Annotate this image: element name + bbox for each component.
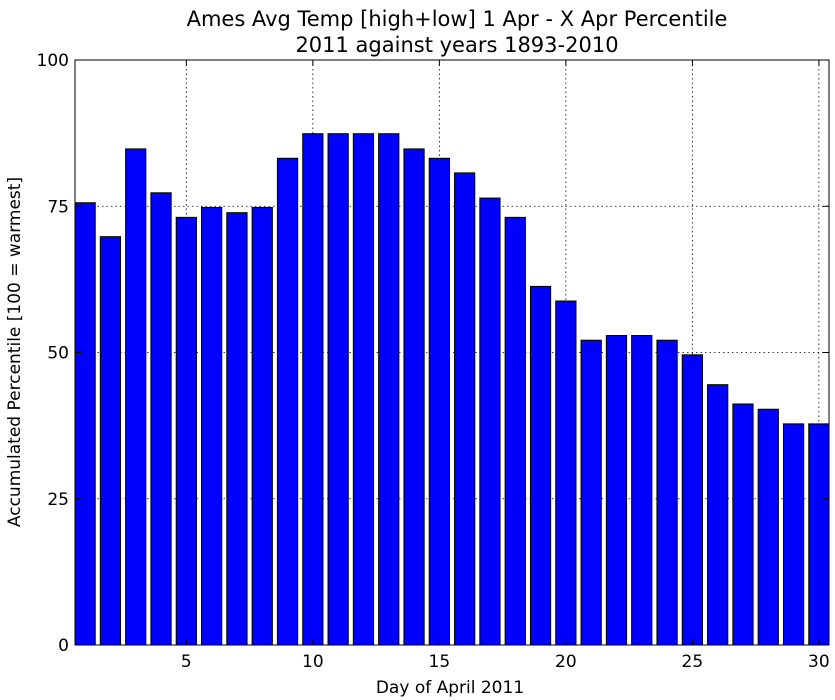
bar-day-22 [605, 335, 628, 646]
bar-day-26 [707, 384, 729, 646]
bar-series [74, 133, 830, 646]
bar-day-13 [378, 133, 400, 646]
bar-day-5 [175, 216, 197, 646]
x-tick-label: 5 [181, 652, 192, 672]
bar-day-9 [276, 157, 299, 646]
bar-day-19 [529, 285, 552, 646]
bar-day-20 [555, 300, 577, 646]
y-tick-label: 25 [47, 490, 69, 510]
bar-day-21 [580, 339, 602, 646]
y-tick-label: 75 [47, 197, 69, 217]
bar-day-6 [201, 206, 223, 646]
bar-day-25 [681, 354, 703, 646]
bar-day-11 [327, 133, 349, 646]
bar-day-3 [125, 148, 147, 646]
bar-day-29 [782, 423, 805, 646]
bar-day-2 [99, 236, 122, 646]
y-axis-label: Accumulated Percentile [100 = warmest] [5, 177, 25, 527]
bar-day-28 [757, 408, 779, 646]
bar-day-7 [226, 212, 248, 646]
y-tick-label: 0 [58, 636, 69, 656]
y-tick-label: 50 [47, 344, 69, 364]
x-tick-label: 30 [808, 652, 830, 672]
y-tick-label: 100 [37, 51, 69, 71]
x-axis-label: Day of April 2011 [376, 678, 524, 698]
bar-day-23 [631, 335, 653, 646]
bar-day-12 [352, 133, 375, 646]
bar-day-18 [504, 216, 526, 646]
chart-title: Ames Avg Temp [high+low] 1 Apr - X Apr P… [187, 7, 728, 31]
bar-day-1 [74, 202, 96, 646]
x-tick-label: 10 [302, 652, 324, 672]
bar-day-30 [808, 423, 830, 646]
bar-day-14 [403, 148, 425, 646]
x-tick-label: 15 [429, 652, 451, 672]
bar-day-4 [150, 192, 172, 646]
chart-subtitle: 2011 against years 1893-2010 [295, 33, 618, 57]
bar-day-24 [656, 339, 678, 646]
axis-ticks: 5 10 15 20 25 30 0 25 50 75 100 [37, 51, 830, 672]
bar-day-27 [732, 403, 754, 646]
bar-day-16 [454, 172, 476, 646]
bar-day-8 [251, 206, 273, 646]
x-tick-label: 25 [682, 652, 704, 672]
bar-day-10 [302, 133, 324, 646]
x-tick-label: 20 [555, 652, 577, 672]
bar-day-15 [428, 157, 450, 646]
bar-day-17 [479, 197, 501, 646]
